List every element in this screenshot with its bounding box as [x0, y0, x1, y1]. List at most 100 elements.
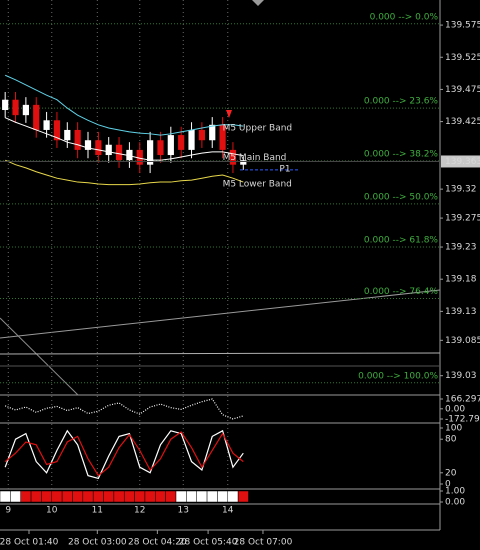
- signal-block: [103, 490, 115, 503]
- x-tick-label: 28 Oct 05:40: [179, 538, 238, 548]
- candle-body: [229, 149, 237, 165]
- candle-body: [12, 99, 19, 116]
- fib-label: 0.000 --> 76.4%: [364, 287, 439, 297]
- candle-body: [33, 104, 40, 130]
- signal-block: [92, 490, 104, 503]
- y-tick-label: 139.32: [445, 185, 477, 195]
- y-tick-label: 139.23: [445, 243, 477, 253]
- y-tick-label: 139.085: [445, 336, 480, 346]
- signal-block: [134, 490, 146, 503]
- y-tick-label: 166.2974: [445, 395, 480, 405]
- x-tick-label: 28 Oct 04:20: [128, 538, 187, 548]
- signal-block: [186, 490, 197, 503]
- candle-body: [53, 120, 61, 141]
- signal-block: [30, 490, 42, 503]
- pivot-label: P1: [279, 164, 290, 174]
- trend-line: [0, 352, 441, 355]
- y-tick-label: 139.13: [445, 307, 477, 317]
- indicator-line: [4, 398, 244, 420]
- candle-body: [167, 135, 174, 156]
- band-label: M5 Upper Band: [223, 124, 293, 134]
- indicator-line: [4, 431, 244, 477]
- fib-label: 0.000 --> 100.0%: [358, 371, 438, 381]
- band-line: [4, 159, 244, 186]
- y-tick-label: 139.525: [445, 53, 480, 63]
- signal-block: [123, 490, 135, 503]
- scroll-marker: [252, 0, 264, 6]
- y-tick-label: 139.575: [445, 21, 480, 31]
- y-tick-label: 139.03: [445, 371, 477, 381]
- signal-block: [196, 490, 208, 503]
- candle-body: [115, 144, 123, 161]
- y-tick-label: 0.00: [445, 498, 465, 508]
- y-tick-label: 20: [445, 468, 457, 478]
- fib-label: 0.000 --> 23.6%: [364, 97, 439, 107]
- y-tick-label: -172.7954: [445, 415, 480, 425]
- fib-label: 0.000 --> 0.0%: [370, 12, 439, 22]
- trend-line: [0, 289, 441, 339]
- x-tick-label: 28 Oct 01:40: [0, 538, 59, 548]
- candle-body: [74, 129, 81, 150]
- signal-block: [165, 490, 177, 503]
- y-tick-label: 0: [445, 480, 451, 490]
- signal-block: [61, 490, 73, 503]
- signal-block: [51, 490, 63, 503]
- y-tick-label: 80: [445, 435, 457, 445]
- signal-block: [82, 490, 94, 503]
- y-tick-label: 139.425: [445, 117, 480, 127]
- band-line: [4, 117, 244, 161]
- y-tick-label: 1.00: [445, 487, 465, 497]
- last-price-box: [441, 155, 480, 168]
- candle-body: [178, 135, 185, 150]
- signal-block: [20, 490, 32, 503]
- day-label: 13: [178, 506, 189, 516]
- x-tick-label: 28 Oct 07:00: [234, 538, 293, 548]
- candle-body: [84, 140, 92, 150]
- fib-label: 0.000 --> 61.8%: [364, 236, 439, 246]
- candle-body: [95, 140, 102, 156]
- candle-body: [147, 140, 154, 165]
- y-tick-label: 100: [445, 424, 462, 434]
- day-label: 9: [5, 506, 11, 516]
- fib-label: 0.000 --> 38.2%: [364, 149, 439, 159]
- signal-block: [113, 490, 125, 503]
- candle-body: [136, 149, 143, 165]
- fib-label: 0.000 --> 50.0%: [364, 192, 439, 202]
- candle-body: [240, 160, 247, 165]
- signal-block: [217, 490, 229, 503]
- day-label: 14: [222, 506, 234, 516]
- candle-body: [105, 144, 112, 156]
- day-label: 11: [92, 506, 103, 516]
- candle-body: [157, 140, 164, 156]
- candle-body: [188, 129, 195, 150]
- candle-body: [64, 129, 71, 141]
- last-price-label: 139.363: [445, 157, 480, 167]
- band-label: M5 Lower Band: [223, 180, 292, 190]
- y-tick-label: 139.275: [445, 214, 480, 224]
- trend-line: [0, 317, 79, 396]
- signal-block: [10, 490, 21, 503]
- signal-block: [175, 490, 187, 503]
- y-tick-label: 139.475: [445, 85, 480, 95]
- candle-body: [43, 120, 50, 130]
- signal-block: [155, 490, 166, 503]
- candle-body: [219, 124, 226, 150]
- candle-body: [209, 124, 216, 141]
- signal-block: [72, 490, 84, 503]
- candle-body: [2, 99, 9, 111]
- signal-block: [237, 490, 249, 503]
- y-tick-label: 0.00: [445, 404, 465, 414]
- band-label: M5 Main Band: [223, 153, 287, 163]
- y-tick-label: 139.18: [445, 275, 477, 285]
- signal-block: [144, 490, 156, 503]
- band-line: [4, 74, 244, 136]
- signal-block: [0, 490, 11, 503]
- day-label: 10: [46, 506, 58, 516]
- candle-body: [22, 104, 29, 116]
- signal-block: [41, 490, 53, 503]
- signal-block: [206, 490, 218, 503]
